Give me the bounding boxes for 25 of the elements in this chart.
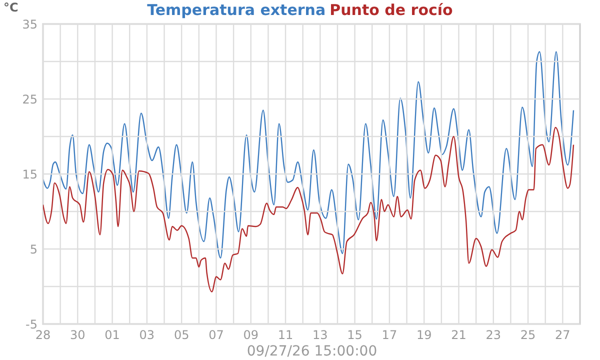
y-tick-label: 5 [30, 242, 38, 256]
x-tick-label: 27 [555, 328, 570, 342]
x-tick-label: 25 [520, 328, 536, 342]
x-tick-label: 07 [208, 328, 224, 342]
x-tick-label: 15 [347, 328, 362, 342]
x-tick-label: 17 [382, 328, 398, 342]
x-tick-label: 01 [104, 328, 120, 342]
x-tick-label: 21 [451, 328, 466, 342]
x-tick-label: 28 [35, 328, 51, 342]
y-tick-label: 15 [22, 168, 38, 182]
x-tick-label: 09 [243, 328, 259, 342]
x-tick-label: 30 [70, 328, 86, 342]
x-tick-label: 05 [174, 328, 190, 342]
y-axis-title: °C [4, 0, 18, 14]
y-tick-label: 25 [22, 92, 38, 106]
x-tick-label: 11 [278, 328, 294, 342]
y-tick-label: 35 [22, 18, 38, 32]
x-tick-label: 03 [139, 328, 155, 342]
y-tick-label: -5 [26, 318, 38, 332]
x-tick-label: 19 [416, 328, 432, 342]
x-axis-title: 09/27/26 15:00:00 [246, 344, 378, 360]
x-tick-label: 13 [312, 328, 328, 342]
text: Temperatura externa [147, 1, 326, 19]
text: Punto de rocío [330, 1, 453, 19]
x-tick-label: 23 [486, 328, 502, 342]
